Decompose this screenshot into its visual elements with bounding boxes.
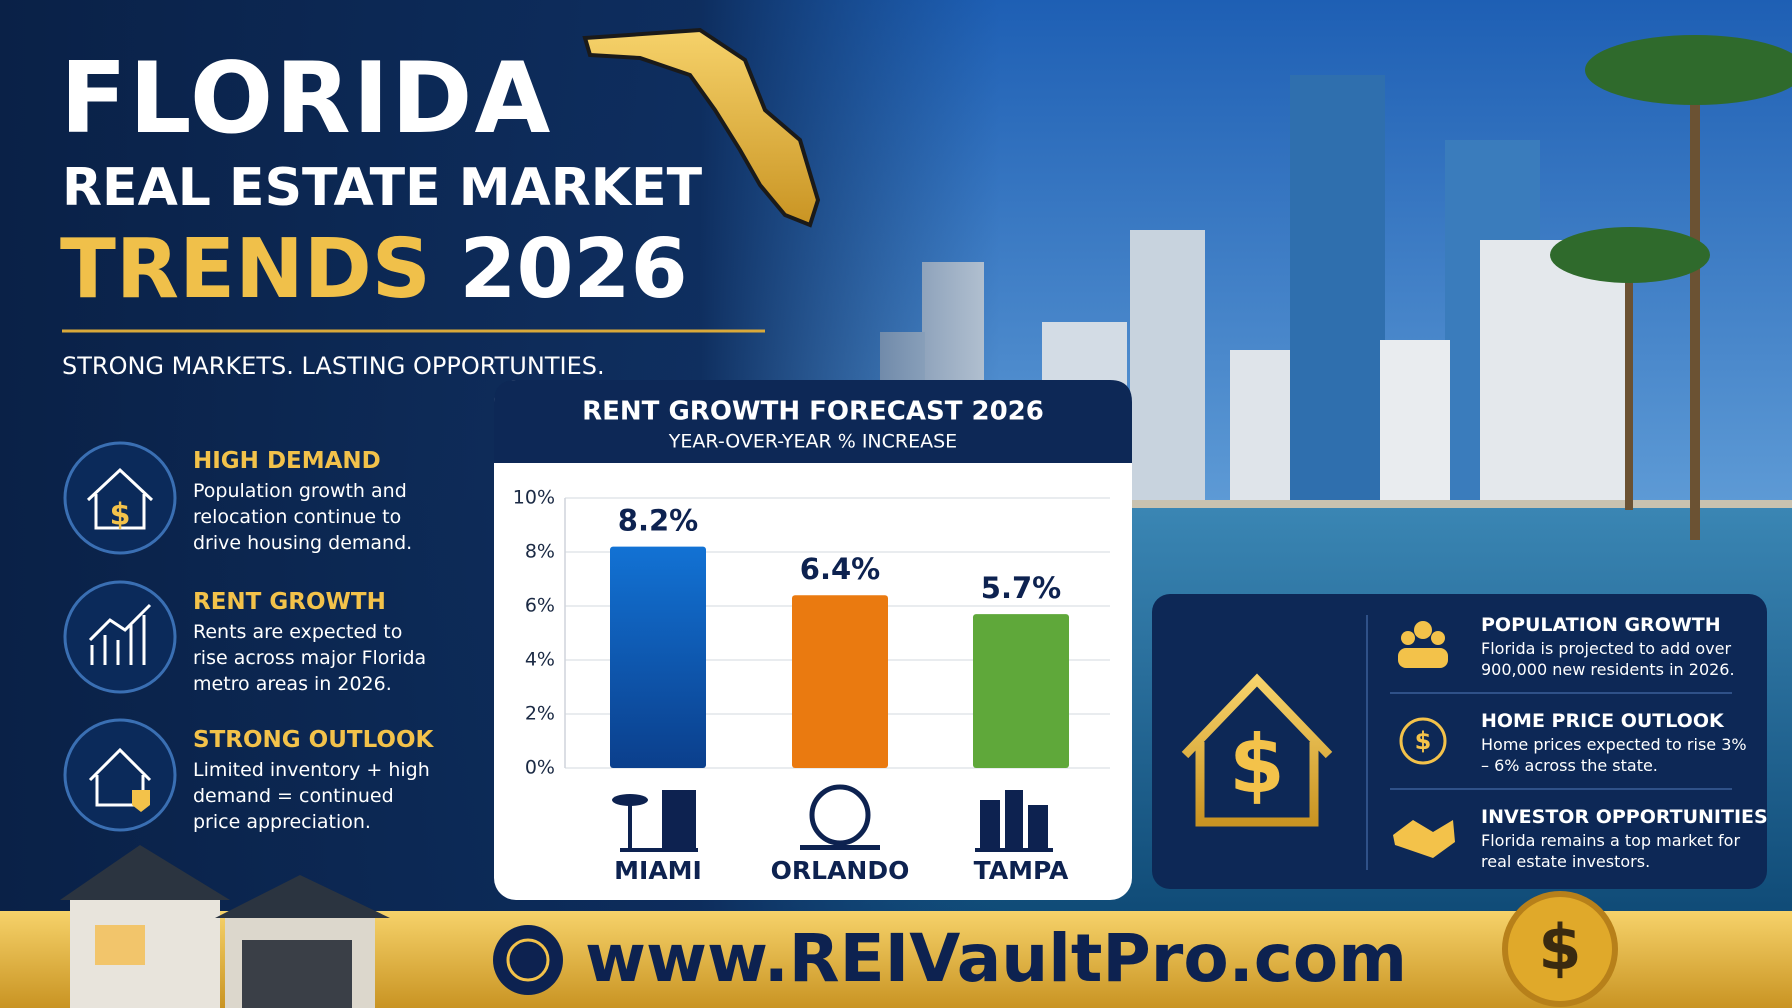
coin: [1502, 891, 1618, 1007]
svg-text:$: $: [110, 498, 131, 533]
y-tick-label: 6%: [525, 595, 555, 617]
y-tick-label: 0%: [525, 757, 555, 779]
svg-text:$: $: [1415, 727, 1432, 755]
footer-url[interactable]: www.REIVaultPro.com: [585, 920, 1407, 997]
chart-subtitle: YEAR-OVER-YEAR % INCREASE: [668, 431, 957, 453]
feature-title: HIGH DEMAND: [193, 448, 381, 474]
bar: [973, 614, 1069, 768]
stat-title: INVESTOR OPPORTUNITIES: [1481, 806, 1768, 828]
feature-title: RENT GROWTH: [193, 589, 386, 615]
coin-symbol: $: [1538, 911, 1581, 984]
stats-icons: $: [1181, 673, 1333, 827]
subtitle: TRENDS 2026: [60, 222, 688, 317]
bar-chart: RENT GROWTH FORECAST 2026 YEAR-OVER-YEAR …: [513, 397, 1110, 885]
feature-text: Rents are expected to rise across major …: [193, 621, 427, 695]
boardwalk: [1132, 500, 1792, 508]
value-label: 6.4%: [800, 552, 880, 586]
x-tick-label: TAMPA: [974, 856, 1069, 885]
bar: [610, 546, 706, 768]
y-tick-label: 4%: [525, 649, 555, 671]
x-tick-label: ORLANDO: [771, 856, 910, 885]
y-tick-label: 8%: [525, 541, 555, 563]
palms: [1550, 35, 1792, 540]
subtitle-part: TRENDS: [60, 222, 431, 317]
stat-text: Home prices expected to rise 3% – 6% acr…: [1481, 735, 1747, 775]
tagline: STRONG MARKETS. LASTING OPPORTUNTIES.: [62, 352, 605, 380]
title: FLORIDA: [60, 42, 553, 156]
globe-icon: [506, 938, 550, 982]
subtitle-part: 2026: [459, 222, 688, 317]
chart-header: [494, 380, 1132, 463]
x-tick-label: MIAMI: [614, 856, 702, 885]
stat-title: POPULATION GROWTH: [1481, 614, 1721, 636]
stats-panel: [1152, 594, 1767, 889]
florida-map: [582, 27, 821, 228]
svg-text:$: $: [1229, 718, 1285, 811]
subtitle: REAL ESTATE MARKET: [62, 158, 703, 218]
y-tick-label: 10%: [513, 487, 555, 509]
stat-small-icons: $: [1393, 621, 1455, 858]
chart-title: RENT GROWTH FORECAST 2026: [582, 397, 1044, 427]
stat-title: HOME PRICE OUTLOOK: [1481, 710, 1724, 732]
feature-text: Population growth and relocation continu…: [193, 480, 413, 554]
value-label: 5.7%: [981, 571, 1061, 605]
y-tick-label: 2%: [525, 703, 555, 725]
feature-icons: $: [63, 441, 177, 832]
bar: [792, 595, 888, 768]
feature-text: Limited inventory + high demand = contin…: [193, 759, 430, 833]
feature-title: STRONG OUTLOOK: [193, 727, 434, 753]
stat-text: Florida remains a top market for real es…: [1481, 831, 1741, 871]
stat-text: Florida is projected to add over 900,000…: [1481, 639, 1735, 679]
city-icons: [612, 784, 1053, 852]
globe-icon: [493, 925, 563, 995]
value-label: 8.2%: [618, 504, 698, 538]
house-illustration: [60, 845, 390, 1008]
